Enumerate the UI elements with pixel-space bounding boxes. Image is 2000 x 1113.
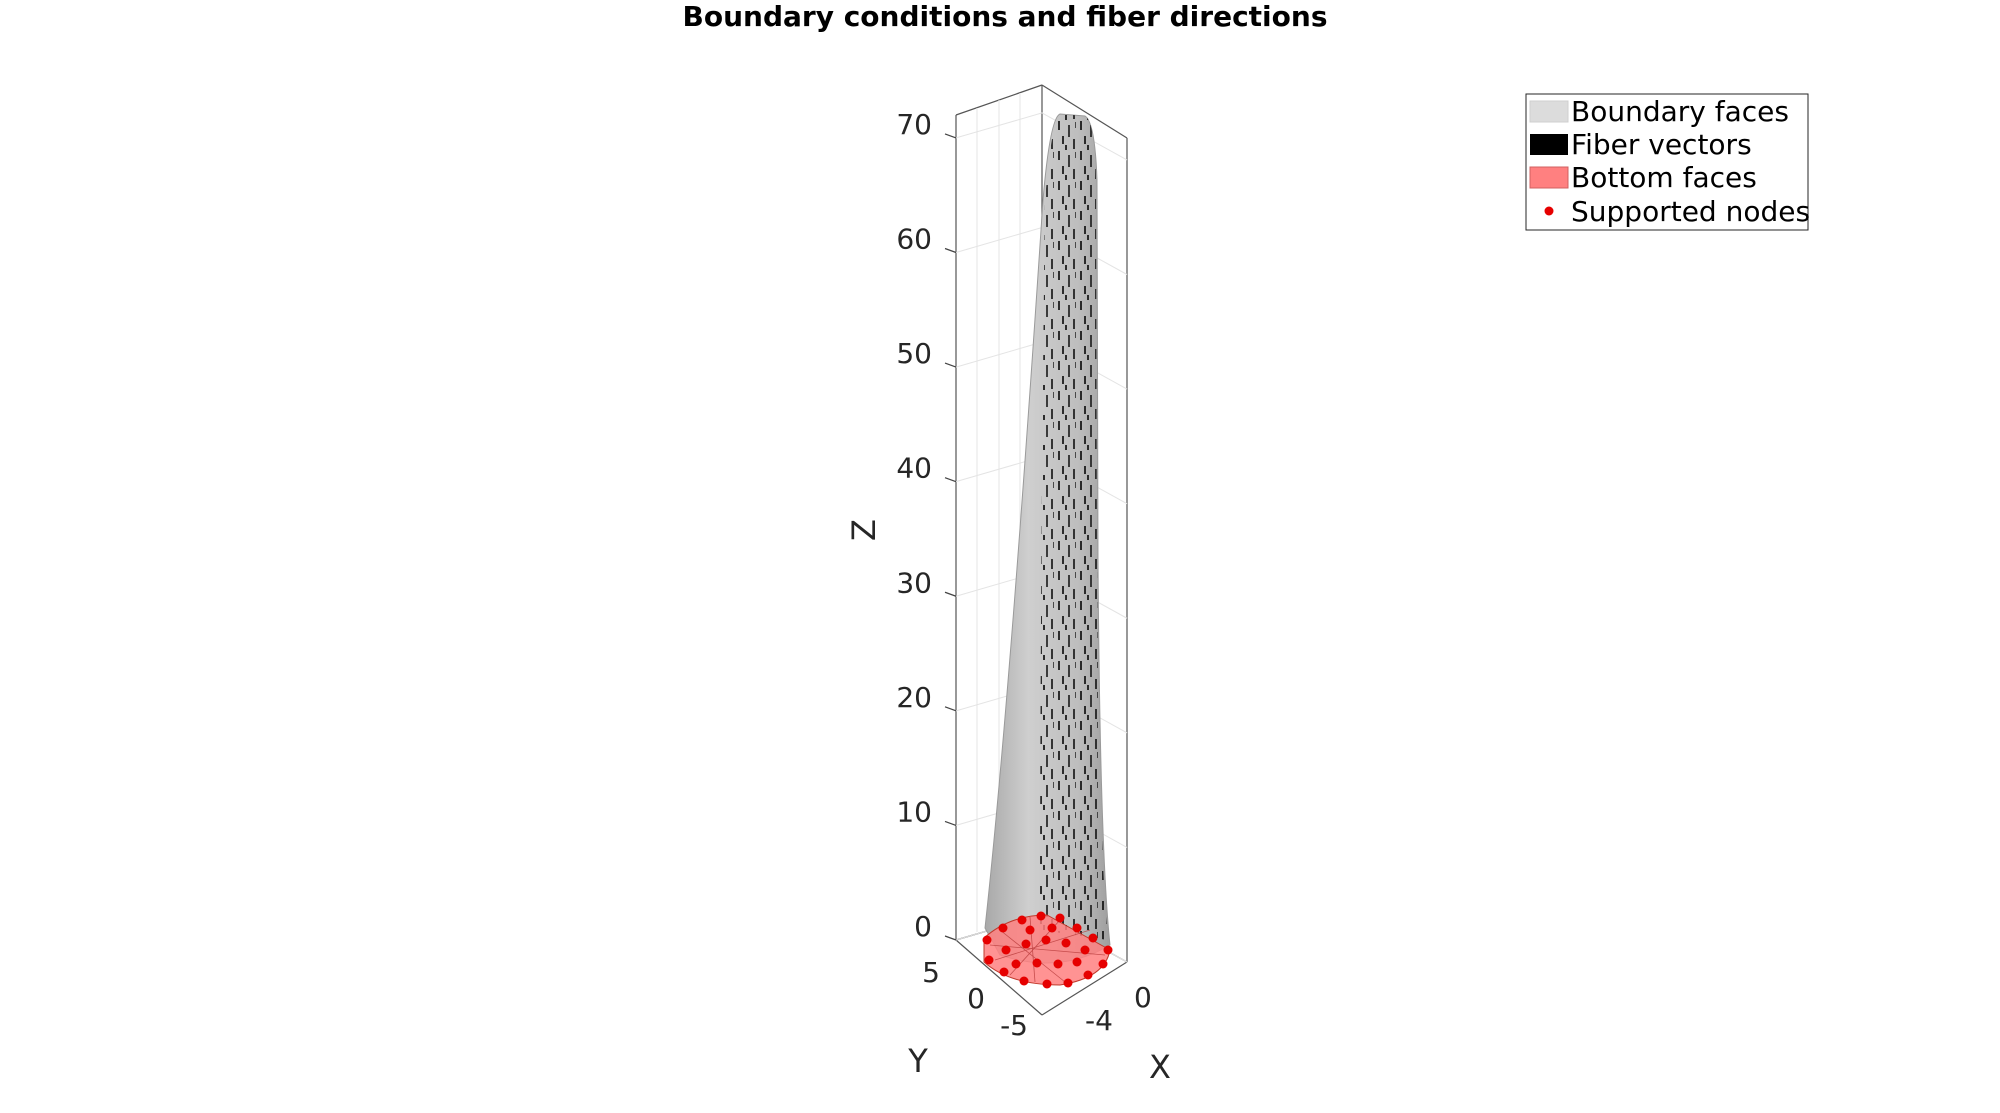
legend[interactable]: Boundary faces Fiber vectors Bottom face…	[1525, 93, 1810, 231]
z-tick-mark	[944, 247, 957, 254]
z-tick-mark	[944, 133, 957, 139]
z-tick-mark	[944, 935, 957, 941]
z-tick-label: 10	[896, 795, 932, 828]
supported-node	[1025, 925, 1035, 935]
z-tick-mark	[944, 820, 957, 826]
z-tick-mark	[944, 362, 957, 368]
supported-node	[1055, 913, 1065, 923]
supported-node	[1072, 957, 1082, 967]
supported-node	[1017, 915, 1027, 925]
axis-edge	[1041, 84, 1128, 139]
supported-node	[1083, 970, 1093, 980]
supported-node	[1021, 939, 1031, 949]
legend-label: Supported nodes	[1571, 195, 1810, 228]
x-axis-line	[1041, 961, 1128, 1016]
supported-node	[1047, 923, 1057, 933]
legend-marker-supported-nodes	[1544, 206, 1554, 216]
supported-node	[1019, 976, 1029, 986]
chart-title: Boundary conditions and fiber directions	[683, 0, 1328, 33]
supported-node	[1088, 933, 1098, 943]
supported-nodes	[982, 911, 1113, 989]
supported-node	[1042, 979, 1052, 989]
z-tick-label: 0	[914, 910, 932, 943]
legend-label: Bottom faces	[1571, 161, 1757, 194]
supported-node	[1080, 945, 1090, 955]
z-tick-mark	[944, 706, 957, 712]
supported-node	[1041, 935, 1051, 945]
supported-node	[1103, 945, 1113, 955]
legend-box	[1525, 93, 1809, 231]
z-grid-line	[955, 112, 1128, 161]
z-tick-mark	[944, 591, 957, 597]
x-axis-label: X	[1149, 1048, 1171, 1086]
legend-label: Fiber vectors	[1571, 128, 1752, 161]
y-tick-label: 0	[967, 982, 985, 1015]
supported-node	[999, 967, 1009, 977]
legend-label: Boundary faces	[1571, 95, 1789, 128]
z-tick-label: 60	[896, 223, 932, 256]
legend-swatch-bottom-faces	[1529, 166, 1569, 189]
z-tick-label: 30	[896, 566, 932, 599]
z-tick-label: 50	[896, 337, 932, 370]
x-tick-label: -4	[1085, 1004, 1113, 1037]
supported-node	[1098, 959, 1108, 969]
legend-swatch-fiber-vectors	[1530, 134, 1568, 155]
z-tick-label: 70	[896, 108, 932, 141]
surface	[984, 113, 1111, 964]
supported-node	[982, 935, 992, 945]
x-tick-label: 0	[1134, 981, 1152, 1014]
legend-swatch-boundary-faces	[1529, 100, 1569, 123]
supported-node	[1001, 945, 1011, 955]
supported-node	[1061, 938, 1071, 948]
z-tick-label: 40	[896, 452, 932, 485]
supported-node	[1011, 959, 1021, 969]
supported-node	[1036, 911, 1046, 921]
z-axis-label: Z	[845, 519, 883, 541]
y-axis-label: Y	[907, 1042, 928, 1080]
y-axis-line	[955, 939, 1043, 1016]
supported-node	[1032, 958, 1042, 968]
supported-node	[1072, 923, 1082, 933]
supported-node	[1063, 978, 1073, 988]
z-tick-label: 20	[896, 681, 932, 714]
y-tick-label: 5	[922, 956, 940, 989]
supported-node	[998, 923, 1008, 933]
y-tick-label: -5	[1000, 1009, 1028, 1042]
z-tick-mark	[944, 477, 957, 483]
supported-node	[1053, 959, 1063, 969]
supported-node	[984, 955, 994, 965]
z-ticks: 0 10 20 30 40 50 60 70	[896, 108, 957, 943]
fiber-vectors	[1040, 114, 1108, 940]
